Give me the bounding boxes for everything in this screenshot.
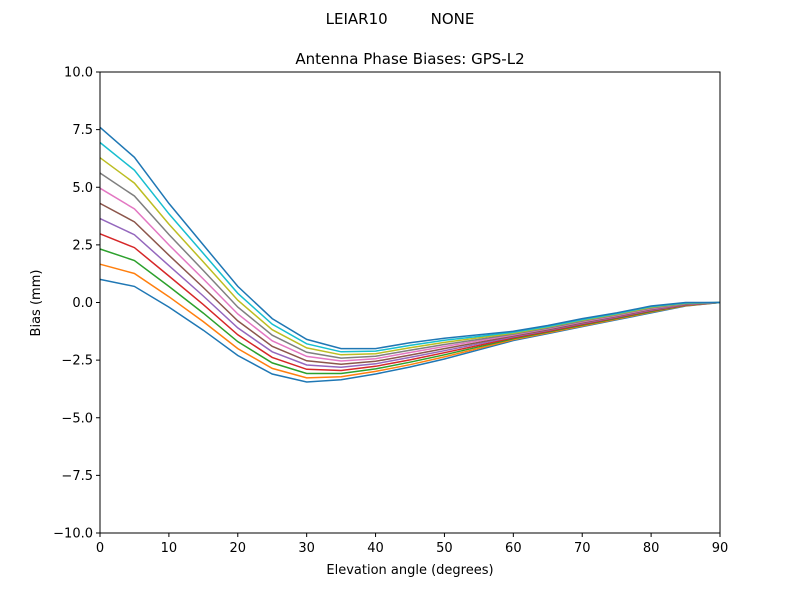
chart-title: Antenna Phase Biases: GPS-L2 xyxy=(295,50,524,68)
axis-ticks: 0 10 20 30 40 50 60 70 80 90 −10.0 −7.5 −5.0 −2.5 0.0 2… xyxy=(53,66,728,557)
y-tick-label: 5.0 xyxy=(72,181,93,196)
plot-frame xyxy=(99,71,721,534)
series-line xyxy=(99,141,721,353)
suptitle: LEIAR10 NONE xyxy=(326,10,475,28)
series-line xyxy=(99,187,721,362)
x-tick-label: 20 xyxy=(230,541,247,556)
series-lines xyxy=(99,126,721,383)
series-line xyxy=(99,278,721,383)
y-tick-label: −2.5 xyxy=(61,354,93,369)
y-tick-label: −5.0 xyxy=(61,411,93,426)
y-tick-label: 7.5 xyxy=(72,123,93,138)
x-tick-label: 10 xyxy=(161,541,178,556)
y-tick-label: 0.0 xyxy=(72,296,93,311)
y-axis-label: Bias (mm) xyxy=(29,270,44,337)
x-tick-label: 40 xyxy=(367,541,384,556)
y-tick-label: 10.0 xyxy=(64,66,93,81)
series-line xyxy=(99,172,721,359)
series-line xyxy=(99,263,721,379)
x-tick-label: 0 xyxy=(96,541,104,556)
x-tick-label: 90 xyxy=(712,541,729,556)
x-tick-label: 50 xyxy=(436,541,453,556)
y-tick-label: −7.5 xyxy=(61,469,93,484)
x-tick-label: 60 xyxy=(505,541,522,556)
y-tick-label: −10.0 xyxy=(53,527,93,542)
series-line xyxy=(99,157,721,356)
x-tick-label: 70 xyxy=(574,541,591,556)
y-tick-label: 2.5 xyxy=(72,238,93,253)
series-line xyxy=(99,126,720,350)
series-line xyxy=(99,202,721,366)
x-axis-label: Elevation angle (degrees) xyxy=(326,563,493,578)
x-tick-label: 80 xyxy=(643,541,660,556)
x-tick-label: 30 xyxy=(298,541,315,556)
